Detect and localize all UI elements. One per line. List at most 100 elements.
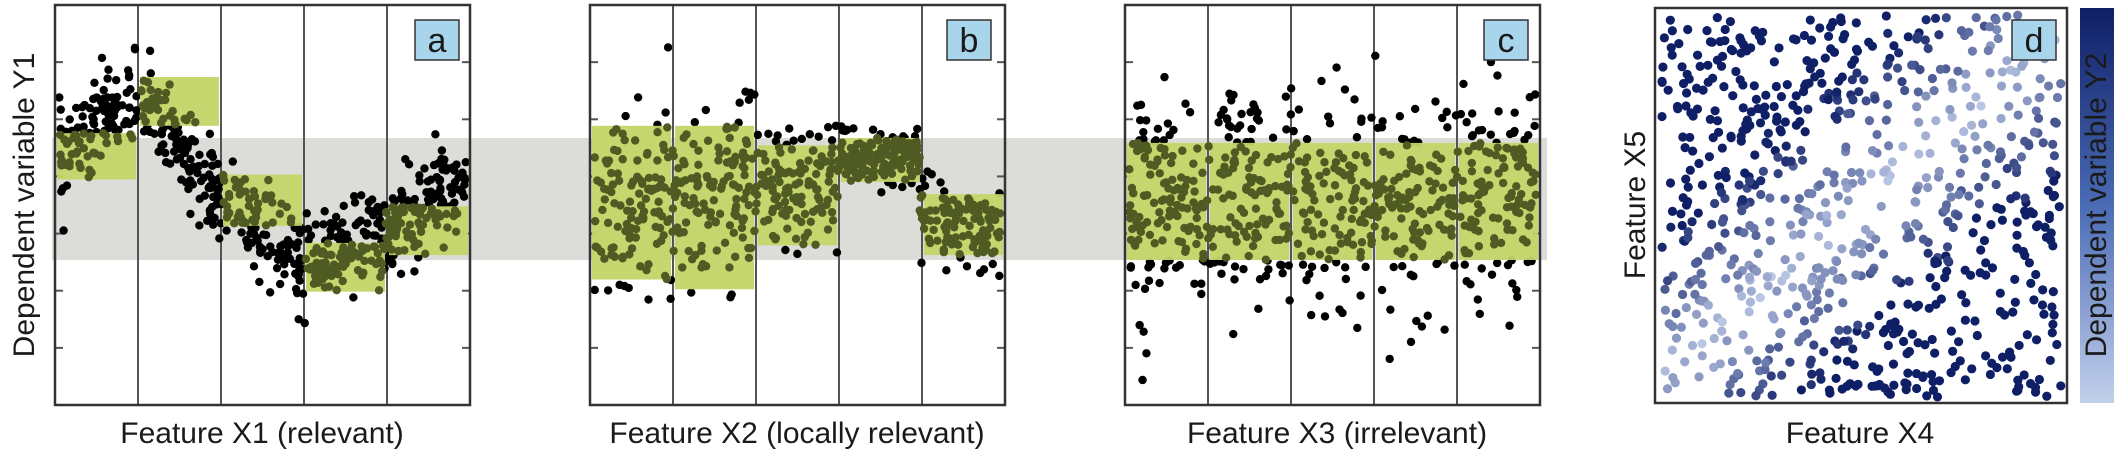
inner-point [1483, 165, 1492, 175]
data-point [1931, 281, 1941, 292]
data-point [2046, 235, 2056, 245]
data-point [1338, 308, 1347, 318]
inner-point [985, 216, 994, 225]
inner-point [1153, 155, 1162, 164]
data-point [205, 170, 214, 179]
inner-point [1350, 187, 1360, 197]
data-point [189, 162, 198, 171]
data-point [1935, 64, 1945, 74]
data-point [1866, 169, 1876, 179]
data-point [1883, 59, 1893, 69]
inner-point [431, 215, 440, 225]
xlabel-a: Feature X1 (relevant) [120, 417, 403, 450]
inner-point [782, 205, 791, 214]
data-point [1823, 303, 1833, 313]
data-point [99, 94, 108, 103]
data-point [259, 230, 268, 239]
data-point [2052, 92, 2063, 103]
data-point [209, 192, 218, 202]
data-point [1417, 322, 1427, 331]
data-point [1727, 356, 1737, 367]
data-point [1676, 209, 1686, 219]
inner-point [694, 146, 703, 155]
data-point [1957, 144, 1967, 154]
data-point [111, 75, 121, 85]
inner-point [631, 233, 641, 242]
inner-point [1213, 185, 1223, 194]
inner-point [679, 133, 688, 143]
data-point [1946, 192, 1956, 202]
data-point [208, 182, 218, 191]
data-point [1960, 315, 1970, 325]
data-point [98, 102, 107, 111]
data-point [735, 98, 744, 107]
data-point [1803, 104, 1813, 114]
inner-point [901, 145, 910, 155]
data-point [1744, 307, 1754, 317]
data-point [1163, 119, 1173, 128]
data-point [1332, 63, 1341, 72]
data-point [349, 293, 358, 302]
inner-point [926, 216, 935, 225]
data-point [1703, 300, 1714, 310]
data-point [404, 160, 414, 169]
data-point [1883, 141, 1894, 151]
data-point [827, 136, 837, 145]
data-point [283, 248, 292, 257]
data-point [2016, 152, 2027, 162]
data-point [255, 247, 265, 256]
data-point [56, 124, 65, 134]
inner-point [1172, 200, 1182, 210]
data-point [146, 69, 155, 78]
inner-point [712, 246, 721, 255]
inner-point [1491, 151, 1501, 160]
data-point [1698, 85, 1708, 95]
data-point [823, 122, 833, 132]
data-point [126, 85, 135, 94]
inner-point [320, 283, 330, 292]
inner-point [286, 218, 296, 227]
inner-point [828, 216, 838, 225]
data-point [1902, 379, 1912, 389]
data-point [1923, 43, 1933, 54]
inner-point [964, 230, 973, 240]
data-point [1281, 92, 1291, 101]
data-point [1865, 321, 1875, 331]
data-point [1806, 355, 1816, 365]
inner-point [332, 285, 341, 295]
inner-point [328, 266, 338, 275]
data-point [186, 176, 195, 185]
inner-point [598, 205, 607, 215]
inner-point [1467, 215, 1476, 224]
data-point [1724, 388, 1734, 398]
inner-point [634, 189, 644, 198]
inner-point [800, 209, 810, 219]
data-point [2002, 11, 2012, 22]
inner-point [1140, 152, 1150, 162]
data-point [1736, 291, 1747, 301]
inner-point [86, 134, 95, 144]
inner-point [951, 213, 961, 223]
data-point [1462, 277, 1471, 286]
data-point [118, 101, 127, 110]
data-point [1906, 232, 1916, 242]
inner-point [590, 153, 599, 162]
data-point [1777, 370, 1787, 380]
data-point [603, 286, 613, 295]
inner-point [1245, 221, 1254, 231]
data-point [426, 187, 436, 196]
data-point [1820, 53, 1830, 63]
data-point [1307, 262, 1317, 271]
data-point [1852, 68, 1862, 78]
panel-b: b Feature X2 (locally relevant) [588, 3, 1007, 450]
data-point [1900, 85, 1910, 96]
data-point [1796, 385, 1806, 395]
data-point [1892, 63, 1903, 73]
data-point [988, 259, 997, 269]
data-point [1719, 82, 1729, 92]
data-point [1991, 179, 2001, 190]
data-point [1320, 312, 1330, 321]
inner-point [1280, 152, 1289, 161]
inner-point [1221, 153, 1230, 162]
data-point [1668, 372, 1678, 383]
